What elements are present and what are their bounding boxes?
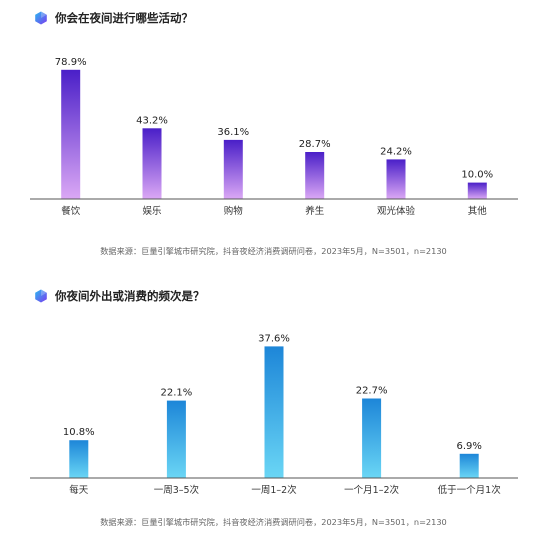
source-note: 数据来源：巨量引擎城市研究院，抖音夜经济消费调研问卷，2023年5月，N=350… — [100, 517, 447, 527]
data-label: 22.7% — [356, 386, 388, 397]
bar — [69, 440, 89, 478]
data-label: 37.6% — [258, 333, 290, 344]
data-label: 28.7% — [299, 139, 331, 150]
data-label: 10.8% — [63, 427, 95, 438]
chart-heading: 你夜间外出或消费的频次是？ — [34, 288, 205, 304]
category-label: 观光体验 — [377, 205, 416, 217]
chart-heading: 你会在夜间进行哪些活动？ — [34, 10, 193, 26]
category-label: 一个月1–2次 — [344, 484, 399, 496]
bar — [459, 453, 479, 478]
bar — [61, 69, 81, 199]
bar — [166, 400, 186, 478]
bar — [223, 139, 243, 199]
activities-bar-chart: 78.9% 餐饮 43.2% 娱乐 36.1% 购物 28.7% 养生 24.2% 观光体验 10.… — [30, 57, 518, 217]
category-label: 娱乐 — [142, 205, 162, 217]
category-label: 每天 — [69, 484, 89, 496]
data-label: 6.9% — [456, 441, 481, 452]
category-label: 其他 — [468, 205, 488, 217]
hexagon-gem-icon — [35, 289, 47, 303]
data-label: 10.0% — [461, 170, 493, 181]
data-label: 36.1% — [217, 127, 249, 138]
bar — [467, 182, 487, 199]
source-note: 数据来源：巨量引擎城市研究院，抖音夜经济消费调研问卷，2023年5月，N=350… — [100, 246, 447, 256]
category-label: 餐饮 — [61, 205, 81, 217]
category-label: 购物 — [224, 205, 244, 217]
activities-chart-section: 你会在夜间进行哪些活动？ 78.9% 餐饮 43.2% 娱乐 36.1% 购物 28.7% 养… — [0, 0, 547, 270]
frequency-bar-chart: 10.8% 每天 22.1% 一周3–5次 37.6% 一周1–2次 22.7% 一个月1–2… — [30, 333, 518, 496]
category-label: 一周3–5次 — [154, 484, 200, 496]
category-label: 养生 — [305, 205, 325, 217]
frequency-chart-section: 你夜间外出或消费的频次是？ 10.8% 每天 22.1% 一周3–5次 37.6% 一周1… — [0, 276, 547, 543]
data-label: 22.1% — [161, 388, 193, 399]
bar — [264, 346, 284, 478]
hexagon-gem-icon — [35, 11, 47, 25]
chart-title: 你夜间外出或消费的频次是？ — [55, 289, 205, 303]
data-label: 24.2% — [380, 146, 412, 157]
bar — [142, 128, 162, 199]
bar — [362, 398, 382, 478]
category-label: 低于一个月1次 — [438, 484, 502, 496]
data-label: 78.9% — [55, 57, 87, 68]
bar — [386, 159, 406, 199]
chart-title: 你会在夜间进行哪些活动？ — [55, 11, 193, 25]
data-label: 43.2% — [136, 115, 168, 126]
bar — [305, 152, 325, 199]
category-label: 一周1–2次 — [251, 484, 297, 496]
